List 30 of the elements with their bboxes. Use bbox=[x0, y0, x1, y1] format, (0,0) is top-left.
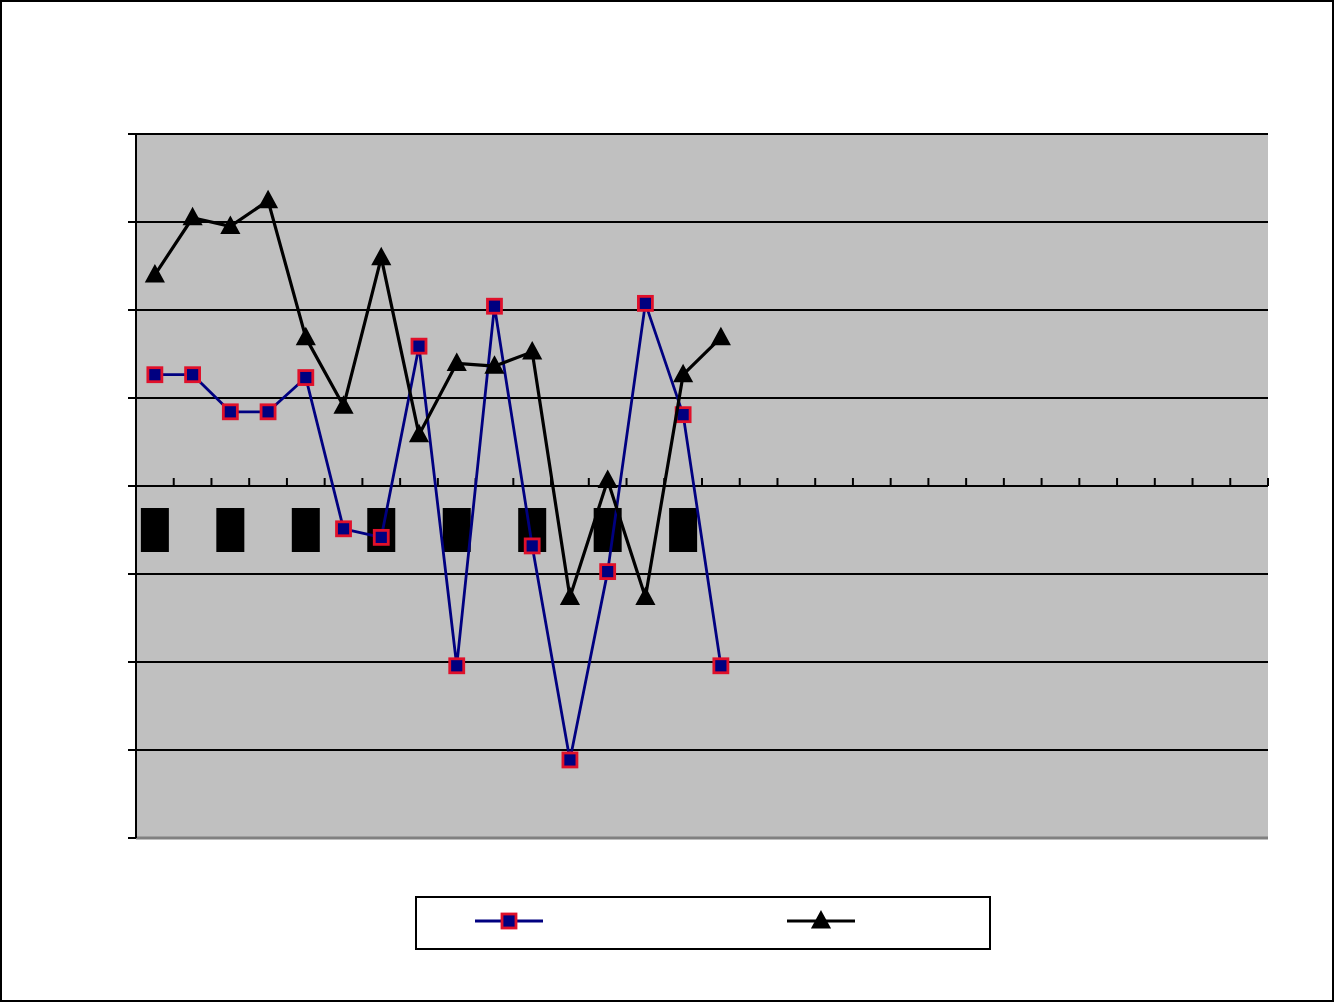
point bbox=[447, 353, 467, 371]
point bbox=[296, 327, 316, 346]
point bbox=[522, 342, 542, 360]
point bbox=[711, 327, 731, 346]
point bbox=[486, 297, 503, 315]
point bbox=[712, 657, 730, 675]
point bbox=[258, 190, 278, 209]
point bbox=[297, 369, 315, 386]
point bbox=[448, 657, 466, 675]
point bbox=[561, 751, 579, 769]
point bbox=[334, 396, 353, 414]
point bbox=[146, 366, 164, 384]
point bbox=[184, 366, 201, 384]
point bbox=[183, 207, 202, 226]
point bbox=[335, 520, 352, 538]
point bbox=[409, 424, 429, 443]
point bbox=[560, 587, 580, 605]
point bbox=[485, 356, 504, 374]
point bbox=[145, 265, 165, 283]
point bbox=[259, 403, 277, 421]
point bbox=[636, 587, 655, 605]
point bbox=[637, 294, 654, 312]
point bbox=[523, 537, 541, 555]
point bbox=[410, 337, 428, 355]
point bbox=[371, 247, 391, 266]
point bbox=[673, 364, 693, 383]
point bbox=[598, 470, 618, 488]
point bbox=[220, 216, 240, 234]
point bbox=[221, 403, 239, 421]
point bbox=[599, 563, 617, 581]
